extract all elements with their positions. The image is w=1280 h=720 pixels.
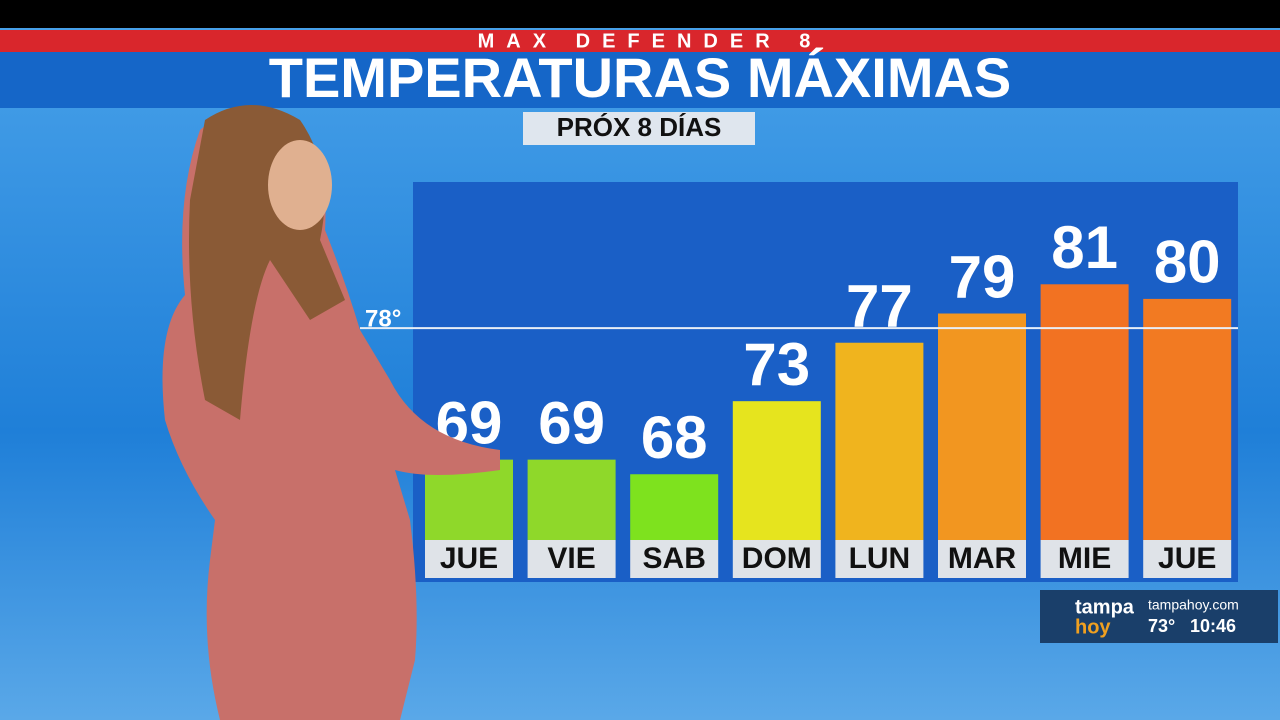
reference-label: 78° [365, 305, 401, 332]
logo-box [1040, 590, 1278, 643]
bar [527, 459, 616, 540]
temperature: 73° [1148, 616, 1175, 636]
x-tick-label: VIE [547, 542, 595, 575]
bar [732, 401, 821, 540]
value-label: 68 [641, 404, 708, 471]
value-label: 79 [949, 243, 1016, 310]
value-label: 69 [538, 389, 605, 456]
category-box [527, 540, 616, 578]
subtitle-box [523, 112, 755, 145]
x-tick-label: LUN [849, 542, 911, 575]
category-box [938, 540, 1026, 578]
category-box [835, 540, 924, 578]
website: tampahoy.com [1148, 597, 1239, 613]
category-box [630, 540, 719, 578]
time: 10:46 [1190, 616, 1236, 636]
category-box [425, 540, 513, 578]
category-box [1040, 540, 1129, 578]
brand-bottom: hoy [1075, 616, 1111, 638]
presenter [162, 105, 500, 720]
chart-title: TEMPERATURAS MÁXIMAS [269, 46, 1012, 109]
chart-subtitle: PRÓX 8 DÍAS [557, 112, 722, 142]
bar [630, 474, 719, 540]
x-tick-label: DOM [742, 542, 812, 575]
presenter-face [268, 140, 332, 230]
bar [835, 342, 924, 540]
value-label: 80 [1154, 229, 1221, 296]
value-label: 77 [846, 273, 913, 340]
bar [1143, 298, 1232, 540]
x-tick-label: JUE [440, 542, 498, 575]
bar [1040, 284, 1129, 540]
bar [938, 313, 1026, 540]
value-label: 81 [1051, 214, 1118, 281]
kicker: MAX DEFENDER 8 [478, 30, 823, 52]
brand-top: tampa [1075, 596, 1135, 618]
category-box [1143, 540, 1232, 578]
x-tick-label: SAB [643, 542, 706, 575]
category-box [732, 540, 821, 578]
value-label: 73 [743, 331, 810, 398]
x-tick-label: MAR [948, 542, 1017, 575]
top-strip [0, 0, 1280, 28]
x-tick-label: JUE [1158, 542, 1216, 575]
x-tick-label: MIE [1058, 542, 1111, 575]
title-band [0, 52, 1280, 108]
kicker-band [0, 30, 1280, 52]
